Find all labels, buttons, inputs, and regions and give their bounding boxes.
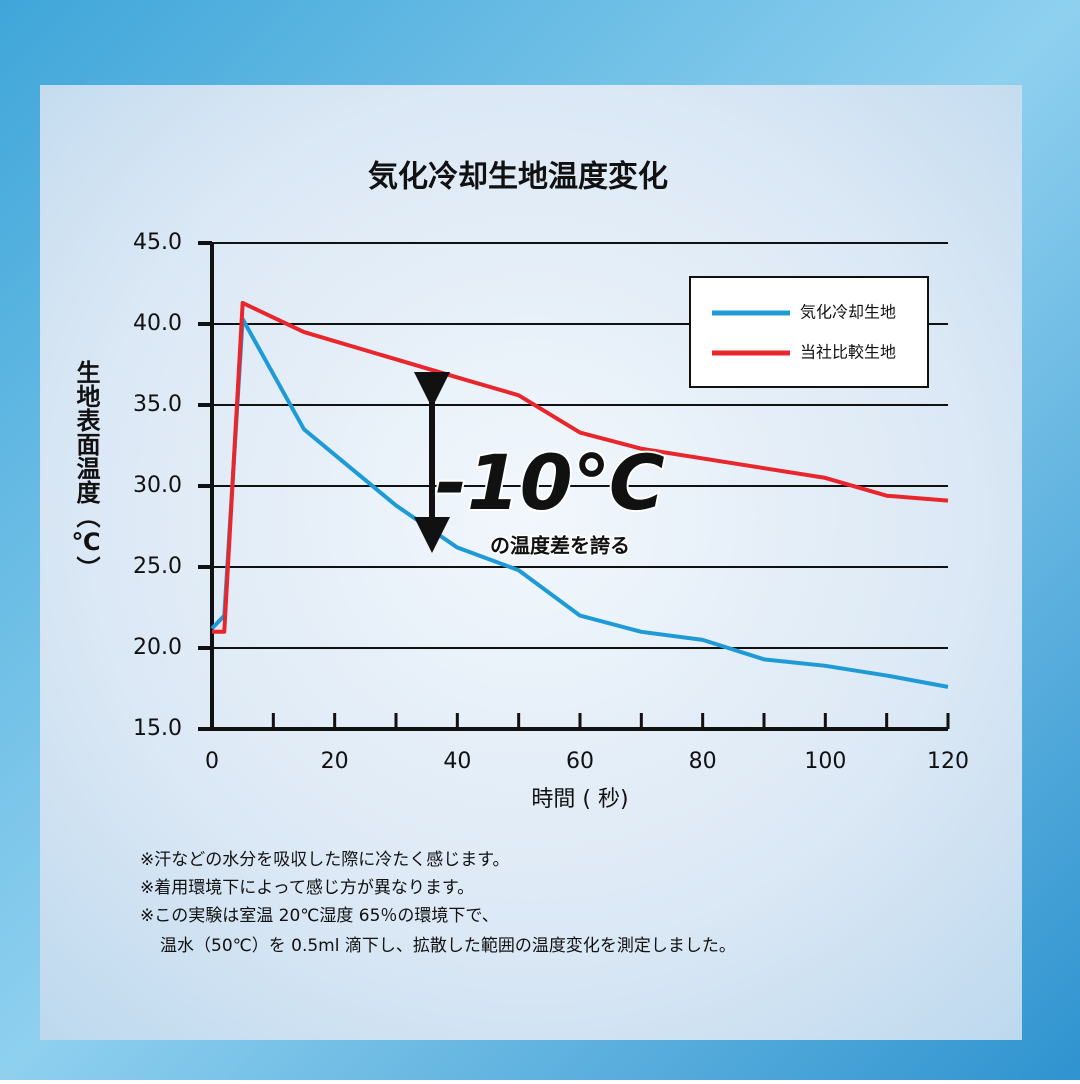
note: ※着用環境下によって感じ方が異なります。 — [140, 878, 474, 898]
x-tick-label: 100 — [804, 749, 846, 774]
x-axis-label: 時間 ( 秒) — [531, 787, 628, 812]
y-tick-label: 30.0 — [133, 473, 182, 498]
annotation: の温度差を誇る — [490, 534, 630, 558]
y-tick-label: 40.0 — [133, 311, 182, 336]
series-line — [210, 317, 949, 689]
y-tick-label: 35.0 — [133, 392, 182, 417]
x-tick-label: 20 — [321, 749, 349, 774]
y-tick-label: 20.0 — [133, 635, 182, 660]
y-tick-label: 15.0 — [133, 716, 182, 741]
x-tick-label: 120 — [927, 749, 969, 774]
y-axis-label: 生地表面温度（℃） — [72, 360, 100, 580]
note: 温水（50℃）を 0.5ml 滴下し、拡散した範囲の温度変化を測定しました。 — [160, 936, 736, 956]
legend-label: 気化冷却生地 — [800, 303, 896, 322]
legend-box — [689, 276, 929, 388]
notes: ※汗などの水分を吸収した際に冷たく感じます。 ※着用環境下によって感じ方が異なり… — [140, 850, 736, 956]
y-tick-label: 25.0 — [133, 554, 182, 579]
note: ※汗などの水分を吸収した際に冷たく感じます。 — [140, 850, 510, 870]
x-tick-label: 60 — [566, 749, 594, 774]
legend-label: 当社比較生地 — [800, 343, 896, 362]
note: ※この実験は室温 20℃湿度 65％の環境下で、 — [140, 906, 499, 926]
y-tick-label: 45.0 — [133, 230, 182, 255]
series-line — [212, 300, 949, 634]
chart-title: 気化冷却生地温度変化 — [368, 160, 668, 195]
x-tick-label: 80 — [689, 749, 717, 774]
x-tick-label: 40 — [443, 749, 471, 774]
x-tick-label: 0 — [205, 749, 219, 774]
annotation: -10℃ — [435, 438, 664, 527]
